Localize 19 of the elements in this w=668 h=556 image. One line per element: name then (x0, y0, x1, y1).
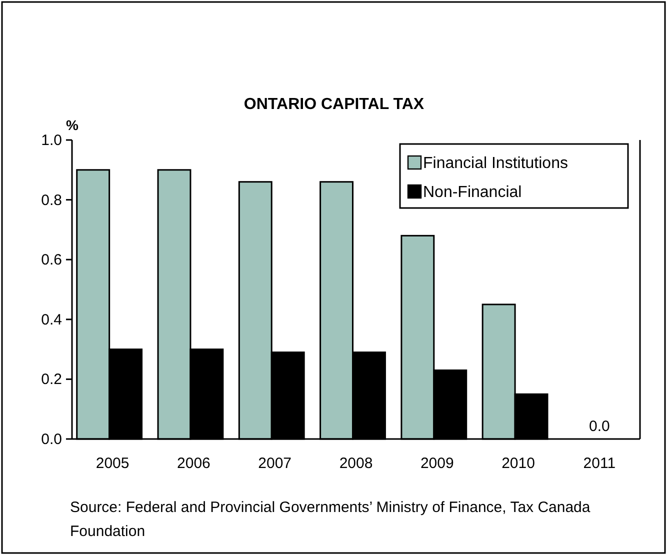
x-tick-label: 2011 (583, 455, 616, 472)
y-tick-label: 0.0 (41, 431, 62, 448)
legend-label: Non-Financial (423, 184, 522, 201)
x-tick-label: 2008 (339, 455, 373, 472)
x-tick-label: 2007 (258, 455, 292, 472)
x-tick-label: 2009 (420, 455, 454, 472)
y-tick-label: 1.0 (41, 132, 62, 149)
x-tick-label: 2005 (96, 455, 130, 472)
y-tick-label: 0.8 (41, 192, 62, 209)
x-tick-label: 2010 (502, 455, 535, 472)
legend-label: Financial Institutions (423, 155, 568, 172)
source-note: Source: Federal and Provincial Governments’ Ministry of Finance, Tax Canada Foundation (70, 499, 591, 540)
chart-title: ONTARIO CAPITAL TAX (244, 96, 424, 113)
x-tick-label: 2006 (177, 455, 210, 472)
y-tick-label: 0.6 (41, 252, 62, 269)
y-axis-title: % (66, 117, 79, 133)
y-tick-label: 0.4 (41, 311, 62, 328)
y-tick-label: 0.2 (41, 371, 62, 388)
data-label: 0.0 (589, 418, 610, 435)
